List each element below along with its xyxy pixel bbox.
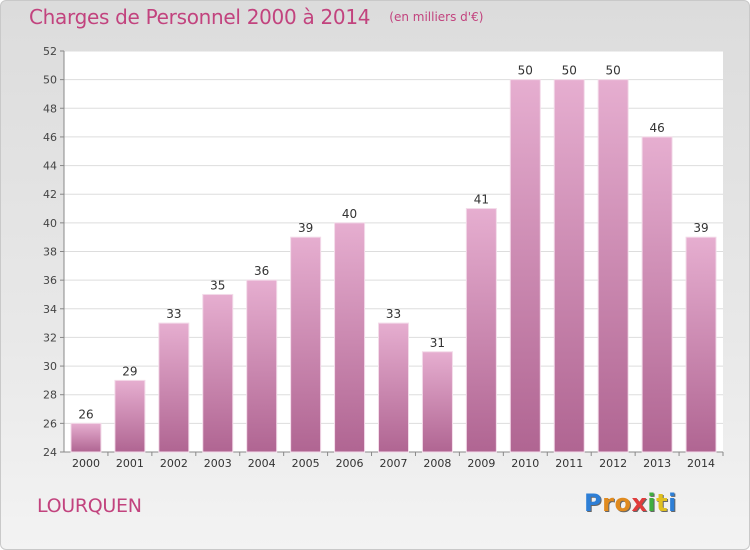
bars xyxy=(70,79,717,453)
x-tick-label: 2002 xyxy=(160,457,188,470)
y-tick-label: 52 xyxy=(43,45,57,58)
x-tick-label: 2011 xyxy=(555,457,583,470)
commune-name: LOURQUEN xyxy=(37,495,142,517)
logo-letter: o xyxy=(614,489,632,517)
x-tick-label: 2007 xyxy=(380,457,408,470)
data-label: 33 xyxy=(166,307,181,321)
bar xyxy=(465,208,497,453)
y-tick-label: 30 xyxy=(43,360,57,373)
data-label: 41 xyxy=(474,193,489,207)
y-tick-labels: 24 26 28 30 32 34 36 38 40 42 44 46 48 50 52 xyxy=(43,45,57,459)
chart-title: Charges de Personnel 2000 à 2014 xyxy=(29,5,371,29)
x-tick-label: 2014 xyxy=(687,457,715,470)
bar xyxy=(70,422,102,453)
x-tick-label: 2009 xyxy=(467,457,495,470)
chart-subtitle: (en milliers d'€) xyxy=(389,10,484,24)
x-tick-label: 2008 xyxy=(423,457,451,470)
x-tick-label: 2010 xyxy=(511,457,539,470)
x-tick-label: 2001 xyxy=(116,457,144,470)
y-tick-label: 48 xyxy=(43,102,57,115)
y-tick-label: 42 xyxy=(43,188,57,201)
data-label: 50 xyxy=(562,64,577,78)
x-tick-label: 2006 xyxy=(336,457,364,470)
chart-title-row: Charges de Personnel 2000 à 2014 (en mil… xyxy=(29,5,483,35)
data-labels: 26 29 33 35 36 39 40 33 31 41 50 50 50 46 39 xyxy=(78,64,708,422)
logo-letter: P xyxy=(584,489,603,517)
bar xyxy=(290,236,322,453)
bar xyxy=(334,222,366,453)
y-tick-label: 26 xyxy=(43,417,57,430)
bar xyxy=(158,322,190,453)
bar xyxy=(202,293,234,453)
x-tick-label: 2013 xyxy=(643,457,671,470)
y-tick-label: 36 xyxy=(43,274,57,287)
data-label: 31 xyxy=(430,336,445,350)
y-tick-label: 40 xyxy=(43,217,57,230)
bar xyxy=(641,136,673,453)
data-label: 39 xyxy=(298,221,313,235)
y-tick-label: 44 xyxy=(43,160,57,173)
bar xyxy=(685,236,717,453)
data-label: 35 xyxy=(210,278,225,292)
bar xyxy=(421,351,453,453)
data-label: 50 xyxy=(518,64,533,78)
data-label: 46 xyxy=(649,121,664,135)
x-tick-label: 2005 xyxy=(292,457,320,470)
x-tick-label: 2003 xyxy=(204,457,232,470)
y-tick-label: 46 xyxy=(43,131,57,144)
data-label: 29 xyxy=(122,364,137,378)
y-tick-label: 28 xyxy=(43,389,57,402)
x-tick-label: 2012 xyxy=(599,457,627,470)
y-tick-label: 50 xyxy=(43,74,57,87)
logo-letter: r xyxy=(602,489,615,517)
data-label: 26 xyxy=(78,407,93,421)
bar xyxy=(597,79,629,453)
bar xyxy=(114,379,146,453)
proxiti-logo: Proxiti xyxy=(584,489,677,517)
logo-letter: i xyxy=(647,489,657,517)
bar xyxy=(553,79,585,453)
data-label: 40 xyxy=(342,207,357,221)
y-tick-label: 38 xyxy=(43,246,57,259)
y-tick-label: 24 xyxy=(43,446,57,459)
data-label: 39 xyxy=(693,221,708,235)
y-tick-label: 34 xyxy=(43,303,57,316)
bar xyxy=(378,322,409,453)
y-tick-label: 32 xyxy=(43,331,57,344)
logo-letter: i xyxy=(668,489,677,517)
bar xyxy=(509,79,541,453)
data-label: 33 xyxy=(386,307,401,321)
x-tick-label: 2004 xyxy=(248,457,276,470)
logo-letter: t xyxy=(656,489,669,517)
bar xyxy=(246,279,278,453)
x-tick-label: 2000 xyxy=(72,457,100,470)
logo-letter: x xyxy=(631,489,648,517)
data-label: 36 xyxy=(254,264,269,278)
data-label: 50 xyxy=(606,64,621,78)
x-tick-labels: 2000 2001 2002 2003 2004 2005 2006 2007 2008 2009… xyxy=(72,457,715,470)
